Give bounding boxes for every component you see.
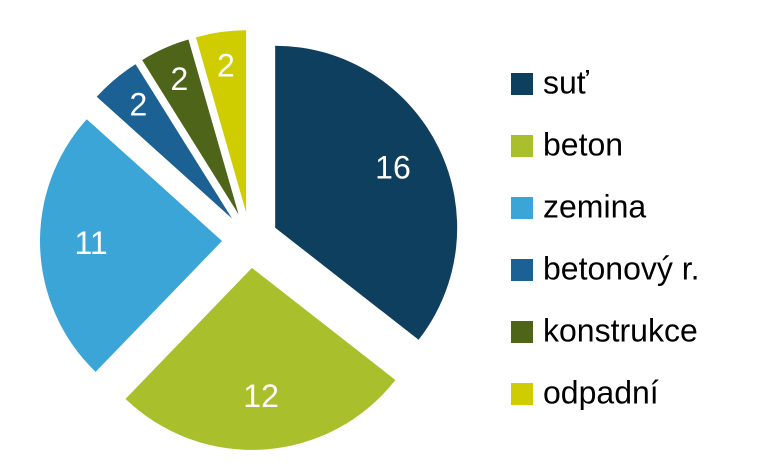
pie-slice — [195, 30, 247, 213]
legend-label: betonový r. — [543, 250, 700, 286]
value-label: 2 — [217, 48, 235, 84]
pie-slice — [275, 45, 458, 340]
legend-swatch — [511, 383, 533, 405]
legend-swatch — [511, 321, 533, 343]
legend-swatch — [511, 73, 533, 95]
legend-swatch — [511, 197, 533, 219]
value-label: 12 — [243, 378, 279, 414]
legend-swatch — [511, 135, 533, 157]
legend-label: beton — [543, 126, 623, 162]
value-label: 2 — [130, 86, 148, 122]
legend-label: zemina — [543, 188, 646, 224]
pie-slice — [96, 64, 233, 219]
pie-slice — [40, 119, 223, 372]
pie-slice — [142, 39, 239, 215]
legend-label: odpadní — [543, 374, 659, 410]
value-label: 2 — [170, 61, 188, 97]
legend-swatch — [511, 259, 533, 281]
legend-label: konstrukce — [543, 312, 698, 348]
value-label: 16 — [375, 150, 411, 186]
value-label: 11 — [74, 225, 107, 261]
legend-label: suť — [543, 64, 590, 100]
pie-slice — [125, 267, 396, 450]
